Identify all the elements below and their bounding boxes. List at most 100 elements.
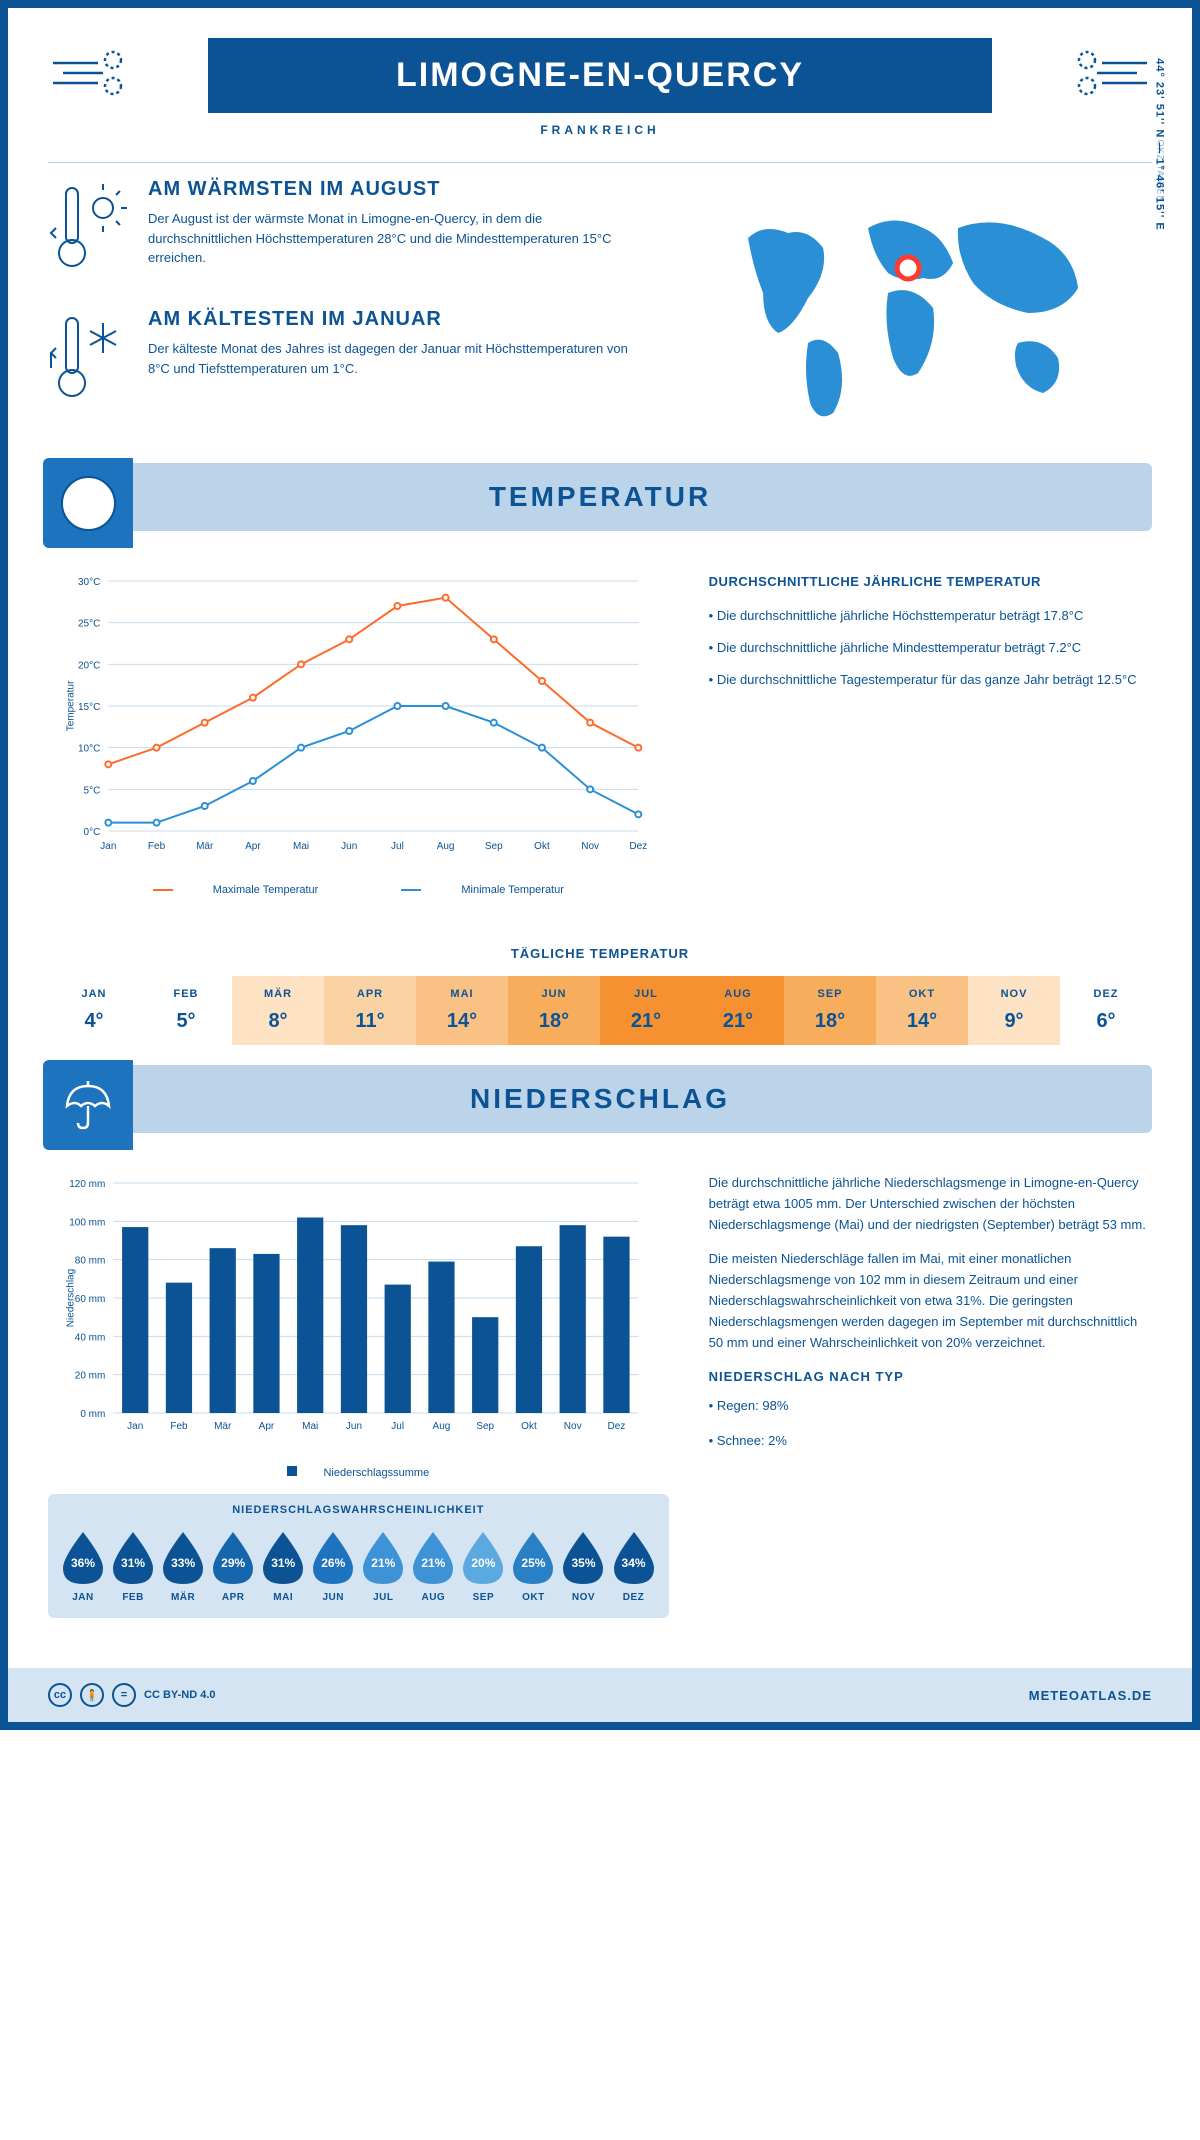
svg-text:Mai: Mai <box>293 841 309 852</box>
site-name: METEOATLAS.DE <box>1029 1688 1152 1703</box>
temperature-legend: Maximale Temperatur Minimale Temperatur <box>48 884 669 896</box>
table-cell: DEZ6° <box>1060 976 1152 1045</box>
table-cell: JUN18° <box>508 976 600 1045</box>
svg-text:80 mm: 80 mm <box>75 1256 106 1267</box>
svg-text:Apr: Apr <box>245 841 261 852</box>
table-cell: AUG21° <box>692 976 784 1045</box>
section-sun-icon <box>43 458 133 548</box>
table-cell: FEB5° <box>140 976 232 1045</box>
daily-temp-table: JAN4°FEB5°MÄR8°APR11°MAI14°JUN18°JUL21°A… <box>48 976 1152 1045</box>
svg-text:20 mm: 20 mm <box>75 1371 106 1382</box>
svg-text:Sep: Sep <box>476 1421 494 1432</box>
svg-text:Mai: Mai <box>302 1421 318 1432</box>
svg-text:Sep: Sep <box>485 841 503 852</box>
coldest-fact: AM KÄLTESTEN IM JANUAR Der kälteste Mona… <box>48 308 634 408</box>
table-cell: SEP18° <box>784 976 876 1045</box>
svg-text:15°C: 15°C <box>78 702 100 713</box>
coldest-title: AM KÄLTESTEN IM JANUAR <box>148 308 634 331</box>
coldest-text: Der kälteste Monat des Jahres ist dagege… <box>148 339 634 378</box>
thermometer-sun-icon <box>48 178 128 278</box>
temperature-header: TEMPERATUR <box>48 463 1152 531</box>
svg-text:Jun: Jun <box>341 841 357 852</box>
svg-text:Niederschlag: Niederschlag <box>65 1269 76 1327</box>
probability-box: NIEDERSCHLAGSWAHRSCHEINLICHKEIT 36%JAN31… <box>48 1494 669 1618</box>
table-cell: APR11° <box>324 976 416 1045</box>
svg-text:Jun: Jun <box>346 1421 362 1432</box>
probability-drop: 31%FEB <box>109 1528 157 1603</box>
section-umbrella-icon <box>43 1060 133 1150</box>
svg-text:10°C: 10°C <box>78 744 100 755</box>
temperature-title: TEMPERATUR <box>48 481 1152 513</box>
svg-text:60 mm: 60 mm <box>75 1294 106 1305</box>
temp-bullet: • Die durchschnittliche jährliche Mindes… <box>709 637 1152 659</box>
svg-text:Okt: Okt <box>534 841 550 852</box>
probability-drop: 21%AUG <box>409 1528 457 1603</box>
svg-text:Jul: Jul <box>391 841 404 852</box>
svg-text:Nov: Nov <box>564 1421 582 1432</box>
thermometer-snow-icon <box>48 308 128 408</box>
svg-text:Nov: Nov <box>581 841 599 852</box>
svg-text:0 mm: 0 mm <box>80 1409 105 1420</box>
probability-drop: 31%MAI <box>259 1528 307 1603</box>
warmest-text: Der August ist der wärmste Monat in Limo… <box>148 209 634 268</box>
precip-p1: Die durchschnittliche jährliche Niedersc… <box>709 1173 1152 1235</box>
svg-text:Jan: Jan <box>127 1421 143 1432</box>
svg-text:Dez: Dez <box>629 841 647 852</box>
svg-text:100 mm: 100 mm <box>69 1217 105 1228</box>
svg-text:40 mm: 40 mm <box>75 1332 106 1343</box>
title-box: LIMOGNE-EN-QUERCY <box>208 38 992 113</box>
header: LIMOGNE-EN-QUERCY FRANKREICH <box>8 8 1192 147</box>
by-icon: 🧍 <box>80 1683 104 1707</box>
svg-text:5°C: 5°C <box>84 785 101 796</box>
precipitation-header: NIEDERSCHLAG <box>48 1065 1152 1133</box>
svg-text:20°C: 20°C <box>78 660 100 671</box>
svg-text:30°C: 30°C <box>78 577 100 588</box>
temperature-side: DURCHSCHNITTLICHE JÄHRLICHE TEMPERATUR •… <box>709 571 1152 896</box>
country-label: FRANKREICH <box>48 123 1152 137</box>
warmest-fact: AM WÄRMSTEN IM AUGUST Der August ist der… <box>48 178 634 278</box>
table-cell: OKT14° <box>876 976 968 1045</box>
temp-side-title: DURCHSCHNITTLICHE JÄHRLICHE TEMPERATUR <box>709 571 1152 593</box>
city-title: LIMOGNE-EN-QUERCY <box>208 56 992 95</box>
table-cell: MAI14° <box>416 976 508 1045</box>
table-cell: NOV9° <box>968 976 1060 1045</box>
precipitation-title: NIEDERSCHLAG <box>48 1083 1152 1115</box>
probability-drop: 35%NOV <box>559 1528 607 1603</box>
svg-text:Mär: Mär <box>214 1421 232 1432</box>
nd-icon: = <box>112 1683 136 1707</box>
coords-label: 44° 23' 51'' N — 1° 46' 15'' E <box>1154 58 1166 231</box>
temp-bullet: • Die durchschnittliche jährliche Höchst… <box>709 605 1152 627</box>
warmest-title: AM WÄRMSTEN IM AUGUST <box>148 178 634 201</box>
probability-drop: 33%MÄR <box>159 1528 207 1603</box>
precipitation-legend: Niederschlagssumme <box>48 1466 669 1479</box>
svg-text:0°C: 0°C <box>84 827 101 838</box>
svg-text:Feb: Feb <box>170 1421 188 1432</box>
precip-type-rain: • Regen: 98% <box>709 1396 1152 1417</box>
probability-drop: 26%JUN <box>309 1528 357 1603</box>
precipitation-text: Die durchschnittliche jährliche Niedersc… <box>709 1173 1152 1618</box>
separator <box>48 162 1152 163</box>
table-cell: JAN4° <box>48 976 140 1045</box>
svg-text:Temperatur: Temperatur <box>65 680 76 731</box>
precip-p2: Die meisten Niederschläge fallen im Mai,… <box>709 1249 1152 1353</box>
intro-section: AM WÄRMSTEN IM AUGUST Der August ist der… <box>8 178 1192 443</box>
cc-icon: cc <box>48 1683 72 1707</box>
svg-text:Jan: Jan <box>100 841 116 852</box>
license-badge: cc 🧍 = CC BY-ND 4.0 <box>48 1683 216 1707</box>
wind-icon-right <box>1052 38 1152 108</box>
svg-text:Aug: Aug <box>433 1421 451 1432</box>
world-map-icon <box>664 178 1152 438</box>
precip-type-snow: • Schnee: 2% <box>709 1431 1152 1452</box>
svg-text:120 mm: 120 mm <box>69 1179 105 1190</box>
probability-drop: 36%JAN <box>59 1528 107 1603</box>
svg-text:Dez: Dez <box>608 1421 626 1432</box>
world-map-area: OKZITANIEN 44° 23' 51'' N — 1° 46' 15'' … <box>664 178 1152 443</box>
license-text: CC BY-ND 4.0 <box>144 1689 216 1701</box>
temp-bullet: • Die durchschnittliche Tagestemperatur … <box>709 669 1152 691</box>
svg-text:Aug: Aug <box>437 841 455 852</box>
table-cell: JUL21° <box>600 976 692 1045</box>
svg-text:Mär: Mär <box>196 841 214 852</box>
precipitation-chart: 0 mm 20 mm 40 mm 60 mm 80 mm 100 mm 120 mm Jan F… <box>48 1173 669 1453</box>
probability-drop: 25%OKT <box>509 1528 557 1603</box>
footer: cc 🧍 = CC BY-ND 4.0 METEOATLAS.DE <box>8 1668 1192 1722</box>
